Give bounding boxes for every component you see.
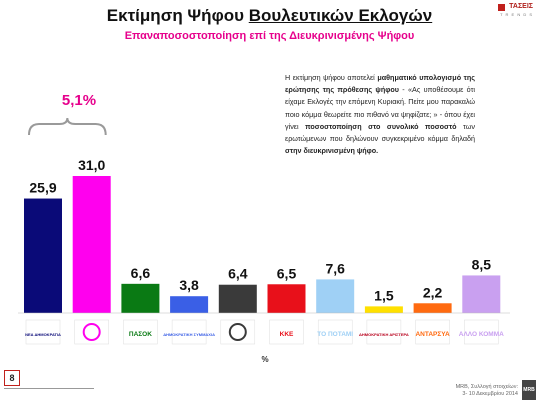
- data-label-6: 6,5: [277, 265, 297, 281]
- difference-annotation: 5,1%: [61, 92, 97, 109]
- category-3: ΠΑΣΟΚ: [140, 351, 141, 352]
- party-logo-emblem-5: [228, 323, 247, 341]
- party-logo-7: [317, 319, 353, 345]
- party-logo-10: [464, 319, 499, 345]
- bar-7: [316, 279, 355, 313]
- category-1: ΝΕΑ ΔΗΜΟΚΡΑΤΙΑ: [43, 351, 45, 352]
- footer-divider: [4, 388, 94, 389]
- data-label-5: 6,4: [228, 266, 248, 282]
- mrb-logo: MRB: [522, 380, 536, 400]
- methodology-note: Η εκτίμηση ψήφου αποτελεί μαθηματικό υπο…: [285, 73, 476, 156]
- brace-annotation: [28, 117, 107, 136]
- party-logo-8: [366, 319, 402, 345]
- party-logo-text-9: ΑΝΤΑΡΣΥΑ: [415, 331, 450, 338]
- party-logo-9: [415, 319, 450, 345]
- party-logo-1: [25, 319, 61, 345]
- x-axis-label: %: [261, 355, 268, 364]
- category-8: ΔΗΜΟΚΡΑΤΙΚΗ ΑΡΙΣΤΕΡΑ: [383, 351, 385, 352]
- party-logo-3: [123, 319, 158, 345]
- party-logo-text-3: ΠΑΣΟΚ: [129, 331, 152, 338]
- page-number: 8: [4, 370, 20, 386]
- bar-10: [462, 275, 501, 313]
- category-5: ΧΡΥΣΗ ΑΥΓΗ: [238, 351, 239, 352]
- category-7: ΤΟ ΠΟΤΑΜΙ: [335, 351, 336, 352]
- category-10: ΑΛΛΟ ΚΟΜΜΑ: [481, 351, 483, 352]
- data-label-4: 3,8: [179, 277, 199, 293]
- category-9: ΑΝΤΑΡΣΥΑ: [432, 351, 433, 352]
- party-logo-4: [171, 319, 207, 345]
- data-label-3: 6,6: [131, 265, 151, 281]
- party-logo-text-10: ΑΛΛΟ ΚΟΜΜΑ: [459, 331, 504, 338]
- data-label-7: 7,6: [325, 260, 345, 276]
- brand-logo: ΤΑΣΕΙΣ T R E N D S: [497, 3, 533, 19]
- party-logo-text-6: ΚΚΕ: [280, 331, 294, 338]
- party-logo-6: [269, 319, 304, 345]
- bar-6: [267, 284, 306, 313]
- party-logo-emblem-2: [82, 323, 101, 341]
- source-note: MRB, Συλλογή στοιχείων: 3- 10 Δεκεμβρίου…: [400, 384, 518, 398]
- bar-8: [364, 306, 403, 313]
- category-2: ΣΥΡΙΖΑ: [92, 351, 93, 352]
- bar-4: [170, 296, 209, 313]
- data-label-1: 25,9: [29, 180, 56, 196]
- party-logo-text-1: ΝΕΑ ΔΗΜΟΚΡΑΤΙΑ: [25, 332, 61, 337]
- brand-logo-mark: [498, 4, 505, 11]
- bar-5: [218, 284, 257, 313]
- bar-3: [121, 283, 160, 313]
- brand-tagline: T R E N D S: [500, 12, 533, 17]
- category-4: ΔΗΜΟΚΡΑΤΙΚΗ ΣΥΜΜΑΧΙΑ: [189, 351, 191, 352]
- bar-2: [72, 176, 111, 313]
- page-title: Εκτίμηση Ψήφου Βουλευτικών Εκλογών: [106, 6, 433, 25]
- party-logo-text-4: ΔΗΜΟΚΡΑΤΙΚΗ ΣΥΜΜΑΧΙΑ: [163, 332, 215, 337]
- data-label-8: 1,5: [374, 287, 394, 303]
- data-label-9: 2,2: [423, 284, 443, 300]
- data-label-10: 8,5: [472, 256, 492, 272]
- page-subtitle: Επαναποσοστοποίηση επί της Διευκρινισμέν…: [124, 30, 415, 42]
- bar-1: [24, 198, 62, 313]
- data-label-2: 31,0: [78, 157, 105, 173]
- party-logo-text-8: ΔΗΜΟΚΡΑΤΙΚΗ ΑΡΙΣΤΕΡΑ: [359, 332, 409, 337]
- party-logo-text-7: ΤΟ ΠΟΤΑΜΙ: [317, 331, 353, 338]
- bar-9: [413, 303, 452, 313]
- source-line-1: MRB, Συλλογή στοιχείων:: [455, 384, 518, 390]
- source-line-2: 3- 10 Δεκεμβρίου 2014: [462, 391, 518, 397]
- brand-name: ΤΑΣΕΙΣ: [509, 3, 533, 10]
- category-6: ΚΚΕ: [287, 351, 288, 352]
